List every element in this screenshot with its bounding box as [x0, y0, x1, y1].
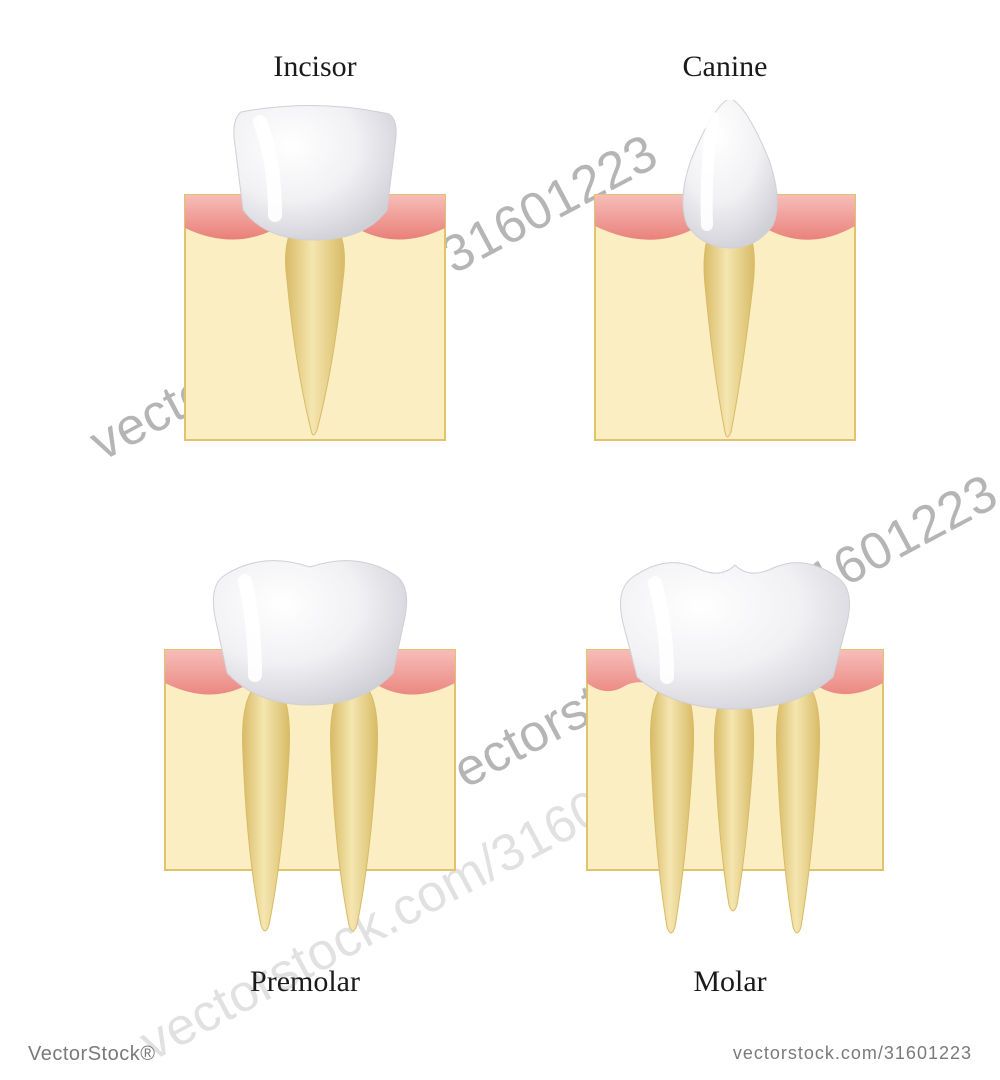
- tooth-types-diagram: { "layout":{ "canvas_w":1000,"canvas_h":…: [0, 0, 1000, 1080]
- canine-diagram: [575, 100, 875, 500]
- label-incisor: Incisor: [165, 50, 465, 84]
- watermark-id-footer: vectorstock.com/31601223: [733, 1043, 972, 1064]
- watermark-brand-footer: VectorStock®: [28, 1043, 155, 1066]
- label-canine: Canine: [575, 50, 875, 84]
- label-molar: Molar: [580, 965, 880, 999]
- premolar-diagram: [155, 545, 465, 965]
- incisor-diagram: [165, 100, 465, 500]
- molar-diagram: [575, 545, 895, 965]
